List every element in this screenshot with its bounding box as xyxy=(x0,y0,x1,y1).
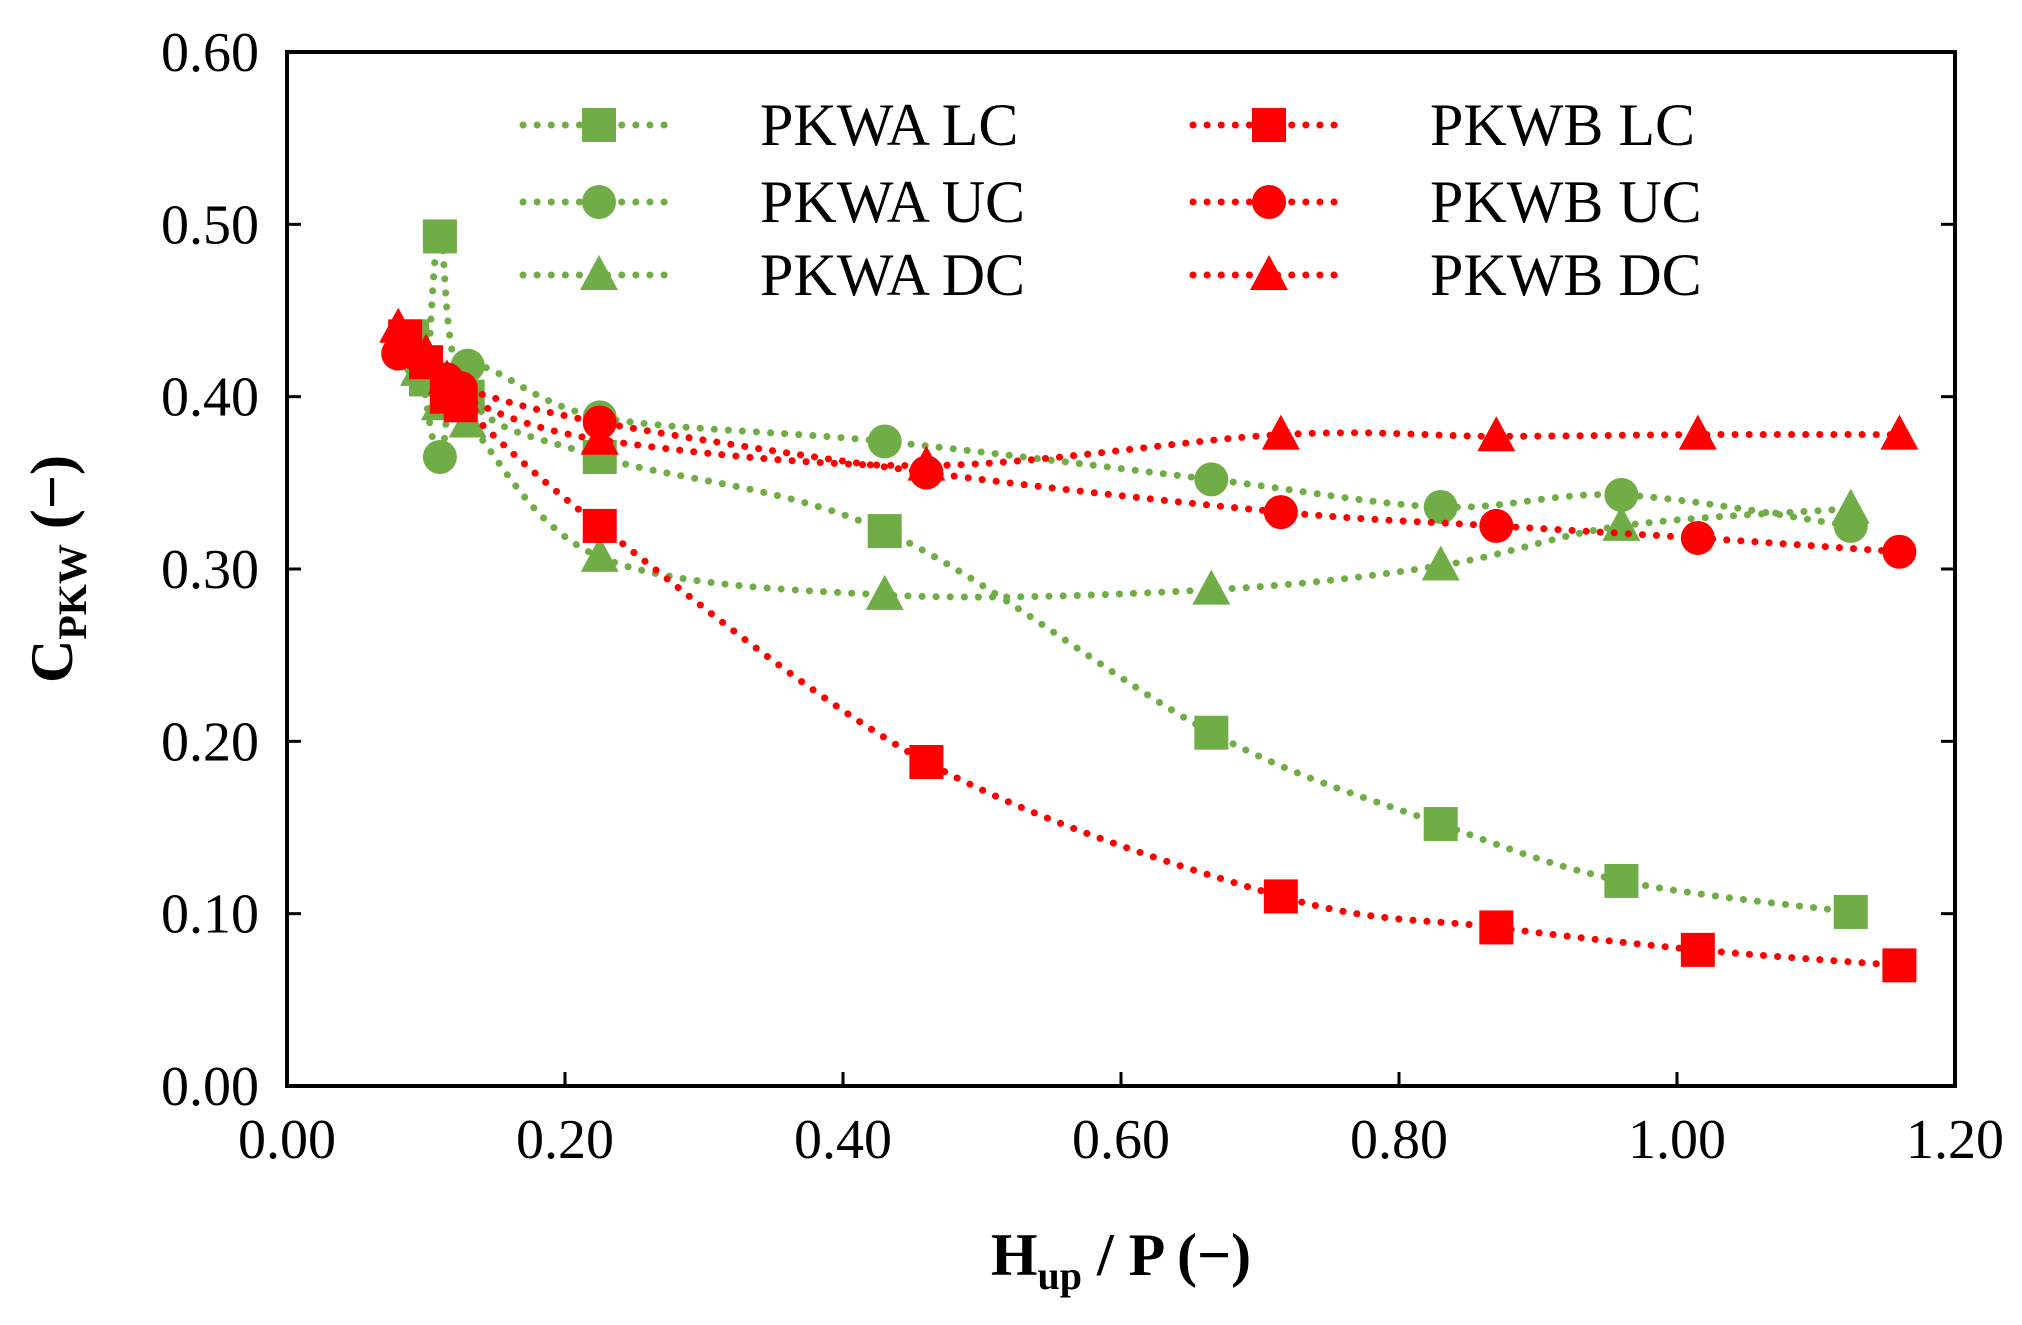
x-tick-label: 1.20 xyxy=(1906,1109,2004,1171)
legend-label: PKWB LC xyxy=(1430,92,1695,158)
data-point-pkwb-dc xyxy=(1880,414,1919,450)
series-line-pkwb-lc xyxy=(401,332,1903,969)
data-point-pkwb-lc xyxy=(1882,948,1917,983)
x-tick-label: 0.20 xyxy=(516,1109,614,1171)
data-point-pkwa-dc xyxy=(580,536,619,572)
data-point-pkwb-dc xyxy=(379,307,418,343)
data-point-pkwb-dc xyxy=(1477,416,1516,452)
data-point-pkwa-dc xyxy=(865,574,904,610)
y-tick-label: 0.10 xyxy=(161,884,259,946)
data-point-pkwa-lc xyxy=(1833,894,1868,929)
plot-area xyxy=(285,50,1957,1088)
y-axis-title-subscript: PKW xyxy=(50,544,95,640)
legend-marker xyxy=(582,185,616,219)
data-point-pkwb-uc xyxy=(1680,520,1715,555)
legend-item-pkwa-dc: PKWA DC xyxy=(519,242,1025,308)
data-point-pkwb-dc xyxy=(907,445,946,481)
data-point-pkwb-dc xyxy=(407,333,445,369)
y-tick-label: 0.40 xyxy=(161,367,259,429)
legend-item-pkwa-uc: PKWA UC xyxy=(519,169,1025,235)
series-pkwb-dc xyxy=(379,307,1919,481)
x-tick-label: 0.40 xyxy=(794,1109,892,1171)
data-point-pkwa-lc xyxy=(867,514,902,549)
y-axis-title-main: C xyxy=(19,640,85,683)
data-point-pkwb-dc xyxy=(1261,414,1300,450)
legend-label: PKWB DC xyxy=(1430,242,1702,308)
legend: PKWA LC PKWA UC PKWA DC PKWB LC PKWB UC PKWB … xyxy=(519,92,1702,308)
x-tick-label: 0.00 xyxy=(238,1109,336,1171)
y-axis-title-rest: (−) xyxy=(19,455,85,544)
series-group xyxy=(379,219,1919,983)
data-point-pkwa-lc xyxy=(1423,807,1458,842)
legend-marker xyxy=(580,255,618,290)
data-point-pkwb-dc xyxy=(580,419,619,455)
y-axis-title: CPKW (−) xyxy=(19,455,95,683)
x-tick-label: 0.80 xyxy=(1350,1109,1448,1171)
data-point-pkwa-dc xyxy=(1421,545,1460,581)
data-point-pkwb-lc xyxy=(1263,879,1298,914)
x-axis-ticks: 0.00 0.20 0.40 0.60 0.80 1.00 1.20 xyxy=(238,1072,2004,1171)
series-line-pkwa-lc xyxy=(408,232,1855,916)
x-axis-title-subscript: up xyxy=(1038,1253,1083,1298)
series-line-pkwa-dc xyxy=(401,341,1855,601)
data-point-pkwb-lc xyxy=(1479,910,1514,945)
y-tick-label: 0.30 xyxy=(161,539,259,601)
data-point-pkwa-uc xyxy=(1423,489,1458,524)
x-tick-label: 0.60 xyxy=(1072,1109,1170,1171)
data-point-pkwa-lc xyxy=(422,219,457,254)
legend-item-pkwa-lc: PKWA LC xyxy=(519,92,1018,158)
legend-label: PKWB UC xyxy=(1430,169,1702,235)
legend-item-pkwb-uc: PKWB UC xyxy=(1189,169,1702,235)
x-axis-title-main: H xyxy=(991,1222,1038,1288)
plot-frame xyxy=(285,50,1957,1088)
data-point-pkwa-dc xyxy=(1831,488,1870,524)
data-point-pkwa-uc xyxy=(1604,477,1639,512)
y-tick-label: 0.50 xyxy=(161,194,259,256)
data-point-pkwb-uc xyxy=(1882,534,1917,569)
data-point-pkwa-lc xyxy=(1194,715,1229,750)
legend-label: PKWA UC xyxy=(760,169,1025,235)
x-tick-label: 1.00 xyxy=(1628,1109,1726,1171)
data-point-pkwb-uc xyxy=(381,336,416,371)
series-line-pkwb-uc xyxy=(394,350,1903,556)
legend-marker xyxy=(1250,255,1288,290)
data-point-pkwb-uc xyxy=(1263,495,1298,530)
data-point-pkwa-uc xyxy=(867,424,902,459)
legend-label: PKWA LC xyxy=(760,92,1018,158)
data-point-pkwb-lc xyxy=(582,508,617,543)
y-tick-label: 0.20 xyxy=(161,711,259,773)
y-tick-label: 0.00 xyxy=(161,1056,259,1118)
x-axis-title: Hup / P (−) xyxy=(991,1222,1251,1298)
legend-marker xyxy=(1252,185,1286,219)
legend-label: PKWA DC xyxy=(760,242,1025,308)
data-point-pkwb-lc xyxy=(1680,932,1715,967)
data-point-pkwb-dc xyxy=(441,376,480,412)
data-point-pkwb-dc xyxy=(1678,414,1717,450)
legend-marker xyxy=(582,108,616,142)
legend-marker xyxy=(1252,108,1286,142)
legend-item-pkwb-dc: PKWB DC xyxy=(1189,242,1702,308)
x-axis-title-rest: / P (−) xyxy=(1082,1222,1251,1288)
data-point-pkwa-uc xyxy=(1194,462,1229,497)
data-point-pkwb-lc xyxy=(909,745,944,780)
data-point-pkwa-lc xyxy=(1604,863,1639,898)
series-pkwa-lc xyxy=(395,219,1868,929)
data-point-pkwa-uc xyxy=(422,439,457,474)
y-tick-label: 0.60 xyxy=(161,22,259,84)
data-point-pkwa-dc xyxy=(1192,569,1231,605)
legend-item-pkwb-lc: PKWB LC xyxy=(1189,92,1695,158)
data-point-pkwb-uc xyxy=(1479,508,1514,543)
series-line-pkwb-dc xyxy=(394,324,1903,470)
y-axis-ticks: 0.00 0.10 0.20 0.30 0.40 0.50 0.60 xyxy=(161,22,1955,1118)
